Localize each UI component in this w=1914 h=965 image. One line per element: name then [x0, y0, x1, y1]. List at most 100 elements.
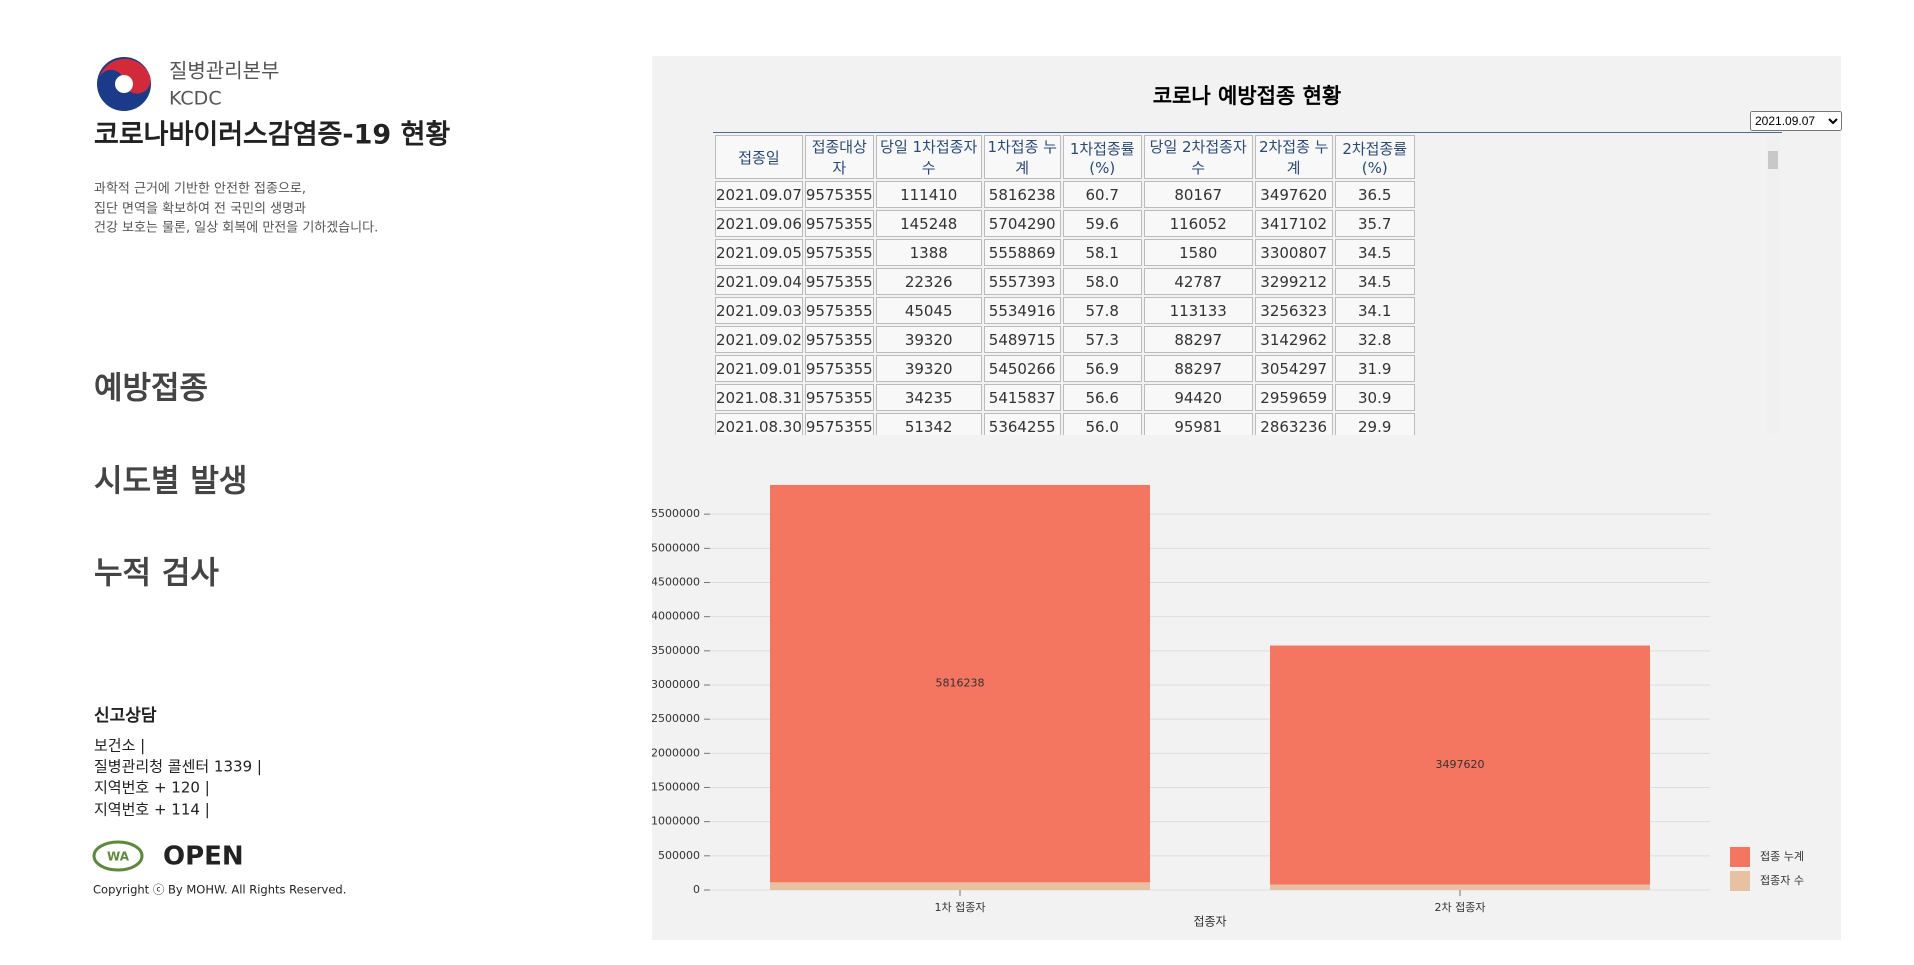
column-header: 2차접종 누계	[1254, 135, 1333, 179]
cell: 113133	[1143, 297, 1253, 324]
table-wrap: 접종일 접종대상자 당일 1차접종자 수 1차접종 누계 1차접종률(%) 당일 2차접종…	[713, 132, 1782, 435]
row: 2021.08.30 9575355 51342 5364255 56.0 95981 28…	[715, 413, 1415, 435]
cell: 5557393	[983, 268, 1061, 295]
contact-line: 지역번호 + 120 |	[94, 779, 210, 797]
cell: 56.6	[1062, 384, 1142, 411]
wa-badge	[92, 840, 144, 872]
nav-item[interactable]: 시도별 발생	[94, 464, 247, 500]
cell: 34.5	[1334, 239, 1415, 266]
cell: 2021.08.31	[715, 384, 803, 411]
column-header: 당일 2차접종자 수	[1143, 135, 1253, 179]
cell: 31.9	[1334, 355, 1415, 382]
logo-center	[115, 75, 133, 93]
y-tick-label: 5500000	[652, 507, 700, 520]
cell: 1388	[875, 239, 982, 266]
cell: 111410	[875, 181, 982, 208]
cell: 3054297	[1254, 355, 1333, 382]
cell: 34.5	[1334, 268, 1415, 295]
cell: 58.1	[1062, 239, 1142, 266]
cell: 5415837	[983, 384, 1061, 411]
y-tick-label: 0	[693, 883, 700, 896]
cell: 57.8	[1062, 297, 1142, 324]
cell: 35.7	[1334, 210, 1415, 237]
cell: 9575355	[804, 355, 874, 382]
cell: 3299212	[1254, 268, 1333, 295]
cell: 88297	[1143, 355, 1253, 382]
y-tick-label: 4000000	[652, 610, 700, 623]
column-header: 당일 1차접종자 수	[875, 135, 982, 179]
legend-label: 접종 누계	[1760, 850, 1804, 863]
title: 코로나바이러스감염증-19 현황	[94, 120, 450, 151]
cell: 22326	[875, 268, 982, 295]
column-header: 1차접종 누계	[983, 135, 1061, 179]
nav-item[interactable]: 예방접종	[94, 371, 208, 407]
value-label: 3497620	[1436, 758, 1485, 771]
cell: 45045	[875, 297, 982, 324]
x-tick-label: 1차 접종자	[935, 901, 986, 914]
cell: 3256323	[1254, 297, 1333, 324]
cell: 116052	[1143, 210, 1253, 237]
column-header: 접종대상자	[804, 135, 874, 179]
value-label: 5816238	[936, 677, 985, 690]
row: 2021.09.07 9575355 111410 5816238 60.7 80167 3…	[715, 181, 1415, 208]
cell: 5534916	[983, 297, 1061, 324]
row: 2021.09.06 9575355 145248 5704290 59.6 116052…	[715, 210, 1415, 237]
cell: 39320	[875, 326, 982, 353]
cell: 36.5	[1334, 181, 1415, 208]
cell: 56.0	[1062, 413, 1142, 435]
cell: 2021.09.07	[715, 181, 803, 208]
y-tick-label: 4500000	[652, 576, 700, 589]
column-header: 2차접종률(%)	[1334, 135, 1415, 179]
scroll-thumb[interactable]	[1768, 151, 1778, 169]
cell: 95981	[1143, 413, 1253, 435]
cell: 2021.08.30	[715, 413, 803, 435]
cell: 2021.09.06	[715, 210, 803, 237]
org-en: KCDC	[169, 88, 222, 110]
x-axis-label: 접종자	[1193, 915, 1226, 929]
panel-title: 코로나 예방접종 현황	[0, 80, 1914, 110]
cell: 9575355	[804, 384, 874, 411]
cell: 2021.09.04	[715, 268, 803, 295]
desc: 과학적 근거에 기반한 안전한 접종으로,	[94, 182, 306, 197]
cell: 60.7	[1062, 181, 1142, 208]
cell: 58.0	[1062, 268, 1142, 295]
copyright: Copyright ⓒ By MOHW. All Rights Reserved…	[93, 883, 346, 897]
cell: 5558869	[983, 239, 1061, 266]
cell: 5364255	[983, 413, 1061, 435]
cell: 3300807	[1254, 239, 1333, 266]
legend-swatch	[1730, 847, 1750, 867]
sidebar: 질병관리본부 KCDC 코로나바이러스감염증-19 현황 과학적 근거에 기반한…	[92, 57, 450, 897]
cell: 80167	[1143, 181, 1253, 208]
cell: 88297	[1143, 326, 1253, 353]
wa-text: WA	[107, 850, 130, 864]
desc: 건강 보호는 물론, 일상 회복에 만전을 기하겠습니다.	[94, 221, 378, 236]
scrollbar[interactable]	[1766, 137, 1780, 433]
cell: 94420	[1143, 384, 1253, 411]
cell: 9575355	[804, 210, 874, 237]
y-tick-label: 2000000	[652, 746, 700, 759]
nav-item[interactable]: 누적 검사	[94, 556, 219, 592]
row: 2021.09.05 9575355 1388 5558869 58.1 1580 3300…	[715, 239, 1415, 266]
row: 2021.09.03 9575355 45045 5534916 57.8 113133 3…	[715, 297, 1415, 324]
row: 2021.08.31 9575355 34235 5415837 56.6 94420 29…	[715, 384, 1415, 411]
cell: 5816238	[983, 181, 1061, 208]
chart: 0 500000 1000000 1500000 2000000 2500000 30000…	[652, 484, 1804, 929]
open-logo: OPEN	[163, 842, 244, 872]
date-select[interactable]: 2021.09.07	[1750, 111, 1842, 131]
y-tick-label: 5000000	[652, 541, 700, 554]
cell: 2959659	[1254, 384, 1333, 411]
contact-line: 지역번호 + 114 |	[94, 801, 210, 819]
bar-segment	[1270, 645, 1650, 885]
cell: 2021.09.02	[715, 326, 803, 353]
cell: 2021.09.03	[715, 297, 803, 324]
cell: 5489715	[983, 326, 1061, 353]
y-tick-label: 1500000	[652, 781, 700, 794]
cell: 2863236	[1254, 413, 1333, 435]
cell: 145248	[875, 210, 982, 237]
cell: 5450266	[983, 355, 1061, 382]
cell: 51342	[875, 413, 982, 435]
legend-label: 접종자 수	[1760, 874, 1804, 887]
contact-line: 보건소 |	[94, 737, 145, 755]
cell: 3417102	[1254, 210, 1333, 237]
cell: 34.1	[1334, 297, 1415, 324]
